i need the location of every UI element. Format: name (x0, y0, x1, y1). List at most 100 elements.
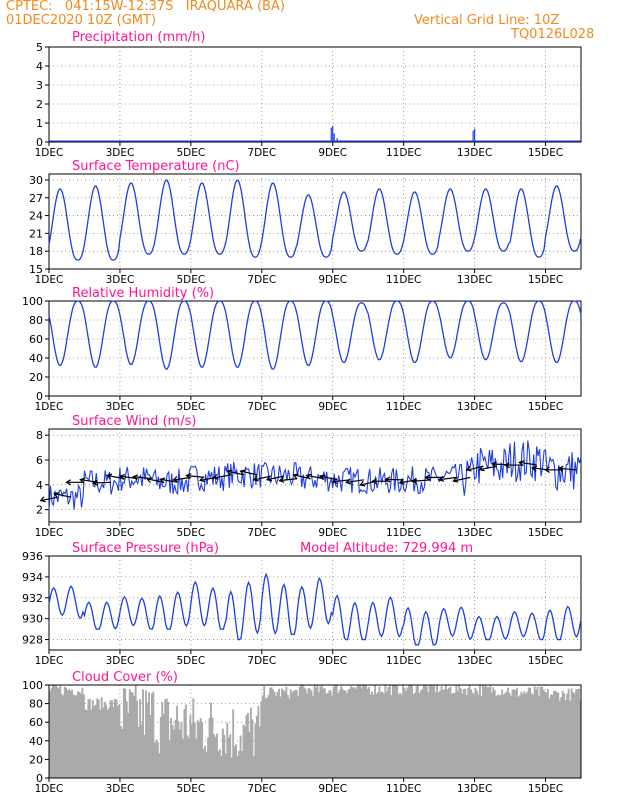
cloud-bar (283, 691, 286, 778)
wind-arrow-head (199, 476, 206, 483)
cloud-bar (114, 698, 116, 778)
cloud-bar (567, 688, 570, 778)
cloud-bar (334, 685, 337, 778)
cloud-bar (150, 693, 153, 778)
cloud-bar (289, 689, 292, 778)
wind-arrow (332, 479, 351, 483)
wind-arrow (186, 474, 205, 478)
cloud-bar (93, 705, 96, 778)
cloud-bar (75, 695, 78, 778)
cloud-bar (459, 688, 462, 778)
cloud-bar (382, 693, 385, 778)
wind-arrow-head (504, 462, 511, 469)
cloud-bar (134, 685, 137, 778)
cloud-bar (282, 690, 285, 778)
cloud-bar (133, 695, 136, 778)
cloud-bar (170, 718, 173, 778)
cloud-bar (184, 704, 187, 778)
cloud-bar (437, 692, 440, 778)
cloud-bar (145, 690, 147, 778)
cloud-bar (458, 685, 461, 778)
cloud-bar (300, 685, 303, 778)
cloud-bar (235, 744, 238, 778)
cloud-bar (390, 695, 393, 778)
wind-arrow-head (91, 479, 98, 486)
cloud-bar (223, 734, 226, 778)
cloud-bar (579, 700, 582, 778)
cloud-bar (511, 689, 514, 778)
x-tick-label: 9DEC (318, 274, 347, 286)
cloud-bar (269, 687, 272, 778)
cloud-bar (140, 724, 143, 778)
cloud-bar (340, 686, 342, 778)
wind-arrow (173, 476, 191, 481)
panel-frame (48, 46, 582, 143)
cloud-bar (366, 689, 369, 778)
y-tick-label: 27 (29, 192, 43, 205)
cloud-bar (467, 688, 470, 778)
cloud-bar (462, 688, 465, 778)
x-tick-label: 5DEC (176, 655, 205, 667)
cloud-bar (122, 688, 125, 778)
cloud-bar (94, 704, 97, 778)
wind-arrow (293, 474, 311, 480)
cloud-bar (196, 720, 199, 778)
cloud-bar (455, 685, 458, 778)
cloud-bar (481, 685, 484, 778)
cloud-bar (139, 699, 142, 778)
cloud-bar (422, 685, 425, 778)
wind-arrow-head (53, 492, 60, 498)
cloud-bar (291, 692, 294, 778)
pres-series-line (48, 572, 582, 646)
panel-title: Surface Wind (m/s) (72, 414, 196, 429)
cloud-bar (421, 689, 424, 778)
y-tick-label: 40 (29, 352, 43, 365)
cloud-bar (176, 705, 178, 778)
y-tick-label: 1 (36, 117, 43, 130)
cloud-bar (465, 695, 468, 778)
wind-arrow-head (185, 473, 192, 480)
cloud-bar (471, 692, 474, 778)
cloud-bar (105, 704, 108, 778)
cloud-bar (529, 687, 532, 778)
wind-arrow-head (478, 465, 485, 472)
cloud-bar (542, 689, 545, 778)
cloud-bar (80, 693, 82, 778)
cloud-bar (131, 692, 134, 778)
cloud-bar (394, 685, 397, 778)
cloud-bar (409, 685, 412, 778)
cloud-bar (490, 692, 493, 778)
cloud-bar (453, 692, 456, 778)
cloud-bar (538, 695, 541, 778)
wind-arrow-head (305, 473, 312, 480)
cloud-bar (220, 755, 223, 778)
cloud-bar (279, 696, 282, 778)
cloud-bar (464, 688, 467, 778)
cloud-bar (167, 701, 170, 778)
cloud-bar (88, 698, 91, 778)
cloud-bar (486, 687, 489, 778)
cloud-bar (153, 742, 156, 778)
wind-arrow-head (106, 473, 113, 480)
cloud-bar (545, 692, 548, 778)
cloud-bar (348, 688, 351, 778)
cloud-bar (294, 689, 297, 778)
cloud-bar (430, 685, 433, 778)
wind-arrow-head (398, 478, 405, 485)
cloud-bar (427, 692, 430, 778)
x-tick-label: 13DEC (457, 147, 492, 159)
cloud-bar (326, 693, 329, 778)
cloud-bar (479, 685, 481, 778)
cloud-bar (189, 714, 192, 778)
cloud-bar (439, 690, 442, 778)
cloud-bar (295, 690, 298, 778)
cloud-bar (446, 689, 449, 778)
cloud-bar (573, 693, 576, 778)
wind-arrow (279, 478, 298, 482)
cloud-bar (69, 691, 72, 778)
cloud-bar (74, 695, 76, 778)
cloud-bar (174, 719, 177, 778)
cloud-bar (97, 699, 100, 778)
cloud-bar (555, 691, 558, 778)
y-tick-label: 4 (36, 60, 43, 73)
